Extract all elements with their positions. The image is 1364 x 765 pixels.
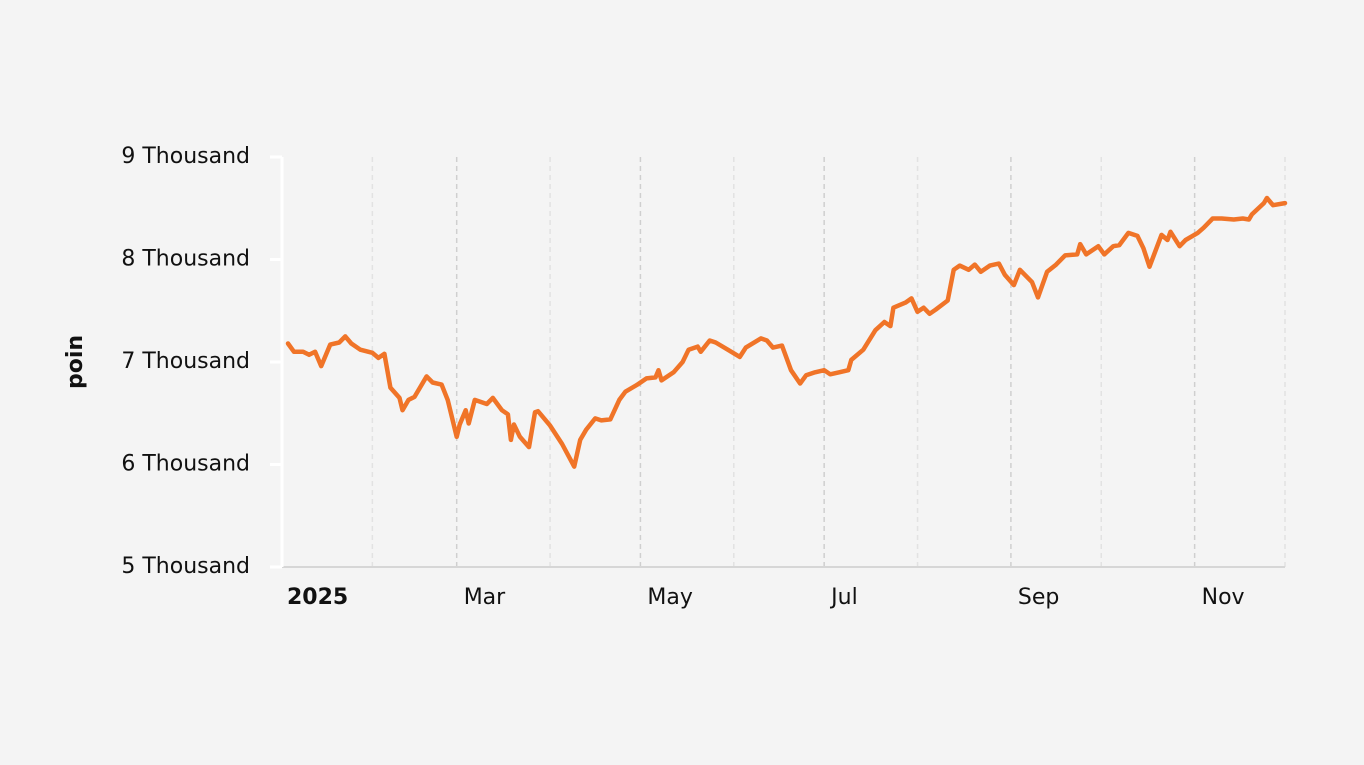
x-tick-label: Jul [829,585,858,610]
line-series [285,195,1288,469]
x-tick-label: Mar [464,585,506,610]
y-tick-label: 7 Thousand [121,349,250,374]
y-tick-label: 5 Thousand [121,554,250,579]
x-tick-label: May [647,585,692,610]
x-tick-label: Nov [1202,585,1245,610]
x-tick-label: Sep [1018,585,1059,610]
x-tick-label: 2025 [287,585,348,610]
y-axis-label: poin [63,335,88,389]
y-tick-label: 9 Thousand [121,144,250,169]
y-tick-label: 6 Thousand [121,452,250,477]
y-tick-label: 8 Thousand [121,247,250,272]
